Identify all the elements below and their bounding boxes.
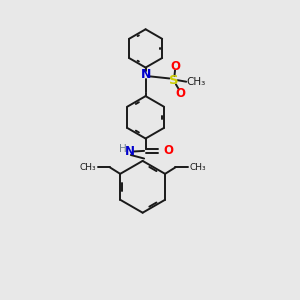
Text: H: H: [119, 144, 127, 154]
Text: CH₃: CH₃: [189, 163, 206, 172]
Text: O: O: [170, 60, 180, 73]
Text: O: O: [175, 87, 185, 100]
Text: N: N: [140, 68, 151, 81]
Text: CH₃: CH₃: [80, 163, 96, 172]
Text: CH₃: CH₃: [187, 77, 206, 87]
Text: N: N: [124, 145, 134, 158]
Text: O: O: [163, 144, 173, 158]
Text: S: S: [169, 74, 178, 87]
